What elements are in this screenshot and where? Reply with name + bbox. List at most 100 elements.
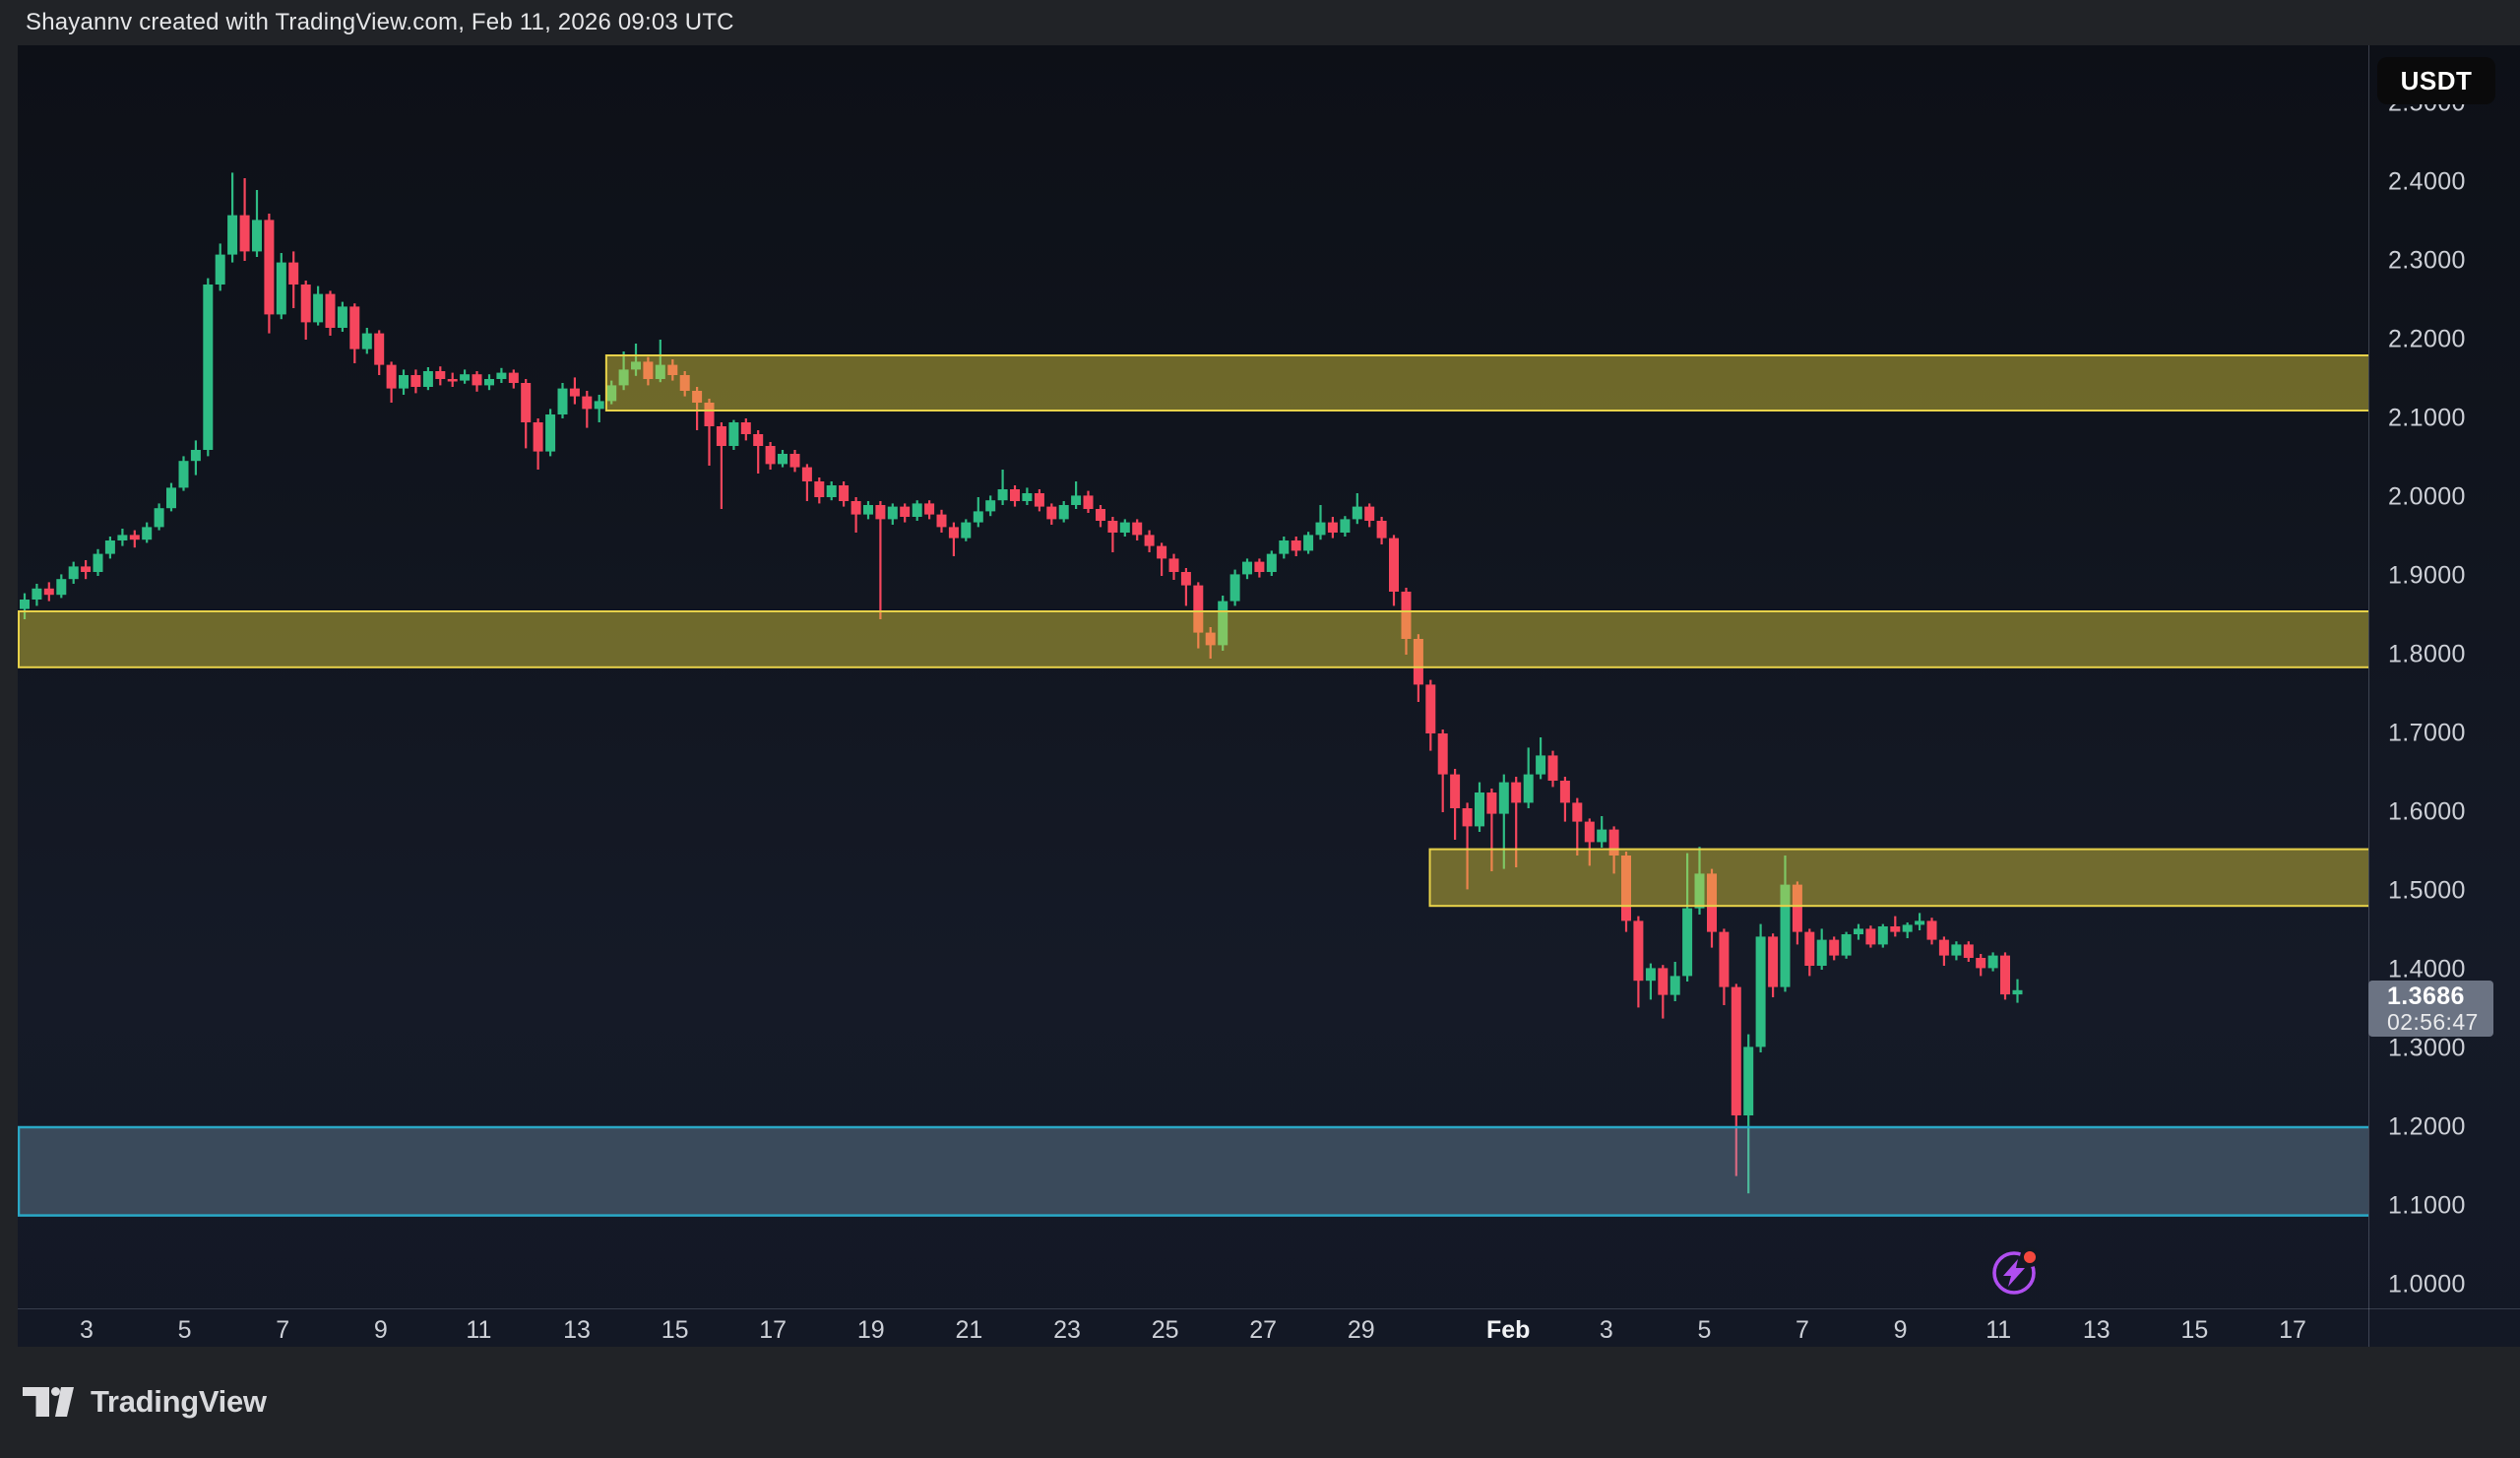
price-tick-label: 1.6000 [2388, 797, 2466, 826]
flash-stream-icon[interactable] [1985, 1243, 2045, 1302]
time-tick-label: 21 [955, 1316, 983, 1344]
time-tick-label: 5 [177, 1316, 192, 1344]
time-tick-label: 3 [1599, 1316, 1613, 1344]
candle-body [1926, 920, 1937, 940]
candle-body [1877, 926, 1888, 945]
candle-body [1229, 574, 1240, 602]
time-tick-label: 15 [661, 1316, 689, 1344]
price-tick-label: 1.7000 [2388, 719, 2466, 747]
bar-countdown: 02:56:47 [2387, 1009, 2479, 1035]
quote-currency-badge[interactable]: USDT [2377, 57, 2495, 104]
candle-wick [1111, 517, 1114, 552]
price-tick-label: 1.0000 [2388, 1270, 2466, 1299]
time-tick-label: 5 [1697, 1316, 1712, 1344]
candle-body [1731, 986, 1741, 1115]
candle-body [1645, 968, 1656, 982]
candle-wick [952, 522, 955, 556]
candle-body [386, 364, 397, 389]
tradingview-logo[interactable]: TradingView [23, 1384, 267, 1419]
last-price-label: 1.3686 02:56:47 [2368, 981, 2493, 1037]
candle-body [252, 220, 262, 252]
candle-body [300, 285, 311, 323]
candle-wick [1161, 542, 1164, 576]
candle-wick [696, 387, 699, 430]
candle-body [93, 553, 103, 572]
candle-body [1963, 944, 1974, 958]
candle-body [1254, 561, 1265, 572]
candle-body [313, 293, 324, 323]
candle-body [1218, 601, 1228, 646]
candle-body [1658, 968, 1669, 995]
candle-body [814, 481, 825, 497]
supply-zone-mid [18, 610, 2368, 668]
candle-body [521, 383, 532, 422]
candle-body [1291, 540, 1301, 551]
time-axis[interactable]: 3 5 7 9 11 13 15 17 19 21 23 25 27 29 Feb 3 5 7 9 11 13 15 17 [18, 1309, 2520, 1347]
footer: TradingView [0, 1347, 2520, 1458]
candle-body [1890, 926, 1901, 932]
candle-body [2000, 955, 2010, 995]
candle-body [1536, 755, 1546, 775]
candle-body [704, 403, 715, 426]
candle-body [1559, 781, 1570, 803]
candlestick-chart[interactable] [18, 45, 2368, 1308]
candle-body [1547, 755, 1558, 781]
candle-body [1046, 506, 1057, 520]
tradingview-logo-text: TradingView [91, 1384, 267, 1419]
time-tick-label: 17 [759, 1316, 788, 1344]
candle-body [56, 579, 67, 596]
candle-body [1193, 585, 1204, 633]
candle-body [679, 375, 690, 391]
candle-body [1205, 632, 1216, 646]
candle-body [239, 215, 250, 252]
price-tick-label: 1.8000 [2388, 640, 2466, 668]
candle-body [826, 485, 837, 497]
time-tick-label: 23 [1053, 1316, 1081, 1344]
time-axis-border [18, 1308, 2520, 1309]
time-tick-label: 9 [1893, 1316, 1908, 1344]
candle-wick [708, 399, 711, 466]
price-tick-label: 2.3000 [2388, 246, 2466, 275]
candle-body [1743, 1046, 1754, 1115]
candle-body [68, 566, 79, 580]
candle-wick [1184, 568, 1187, 606]
candle-body [32, 588, 42, 600]
candle-body [1401, 592, 1412, 639]
candle-body [1180, 572, 1191, 586]
candle-body [1938, 939, 1949, 956]
candle-body [1462, 808, 1473, 827]
price-tick-label: 1.3000 [2388, 1034, 2466, 1062]
candle-body [508, 372, 519, 383]
price-tick-label: 1.2000 [2388, 1112, 2466, 1141]
candle-body [728, 422, 739, 446]
candle-body [1608, 829, 1619, 856]
price-tick-label: 1.9000 [2388, 561, 2466, 590]
candle-body [1523, 774, 1534, 803]
candle-body [460, 374, 471, 381]
time-tick-label: 9 [373, 1316, 388, 1344]
candle-body [1279, 540, 1290, 554]
candle-body [117, 535, 128, 540]
candle-body [1389, 538, 1399, 592]
candle-body [203, 285, 214, 450]
candle-body [1584, 821, 1595, 843]
candle-body [447, 379, 458, 382]
candle-body [1132, 522, 1143, 536]
candle-body [1266, 553, 1277, 572]
candle-body [1010, 489, 1020, 501]
candle-body [655, 364, 665, 379]
candle-body [1486, 792, 1497, 814]
price-axis[interactable]: 2.50002.40002.30002.20002.10002.00001.90… [2369, 45, 2520, 1308]
candle-wick [1001, 470, 1004, 505]
time-tick-label: 3 [80, 1316, 94, 1344]
candle-body [1670, 976, 1680, 995]
candle-body [1902, 924, 1913, 932]
candle-wick [1502, 774, 1505, 869]
candle-body [1352, 506, 1362, 520]
snapshot-header: Shayannv created with TradingView.com, F… [0, 0, 2520, 45]
candle-body [716, 426, 726, 446]
candle-body [1768, 936, 1779, 987]
candle-body [1804, 931, 1815, 966]
notification-dot [2020, 1247, 2040, 1267]
time-tick-label: 27 [1249, 1316, 1278, 1344]
